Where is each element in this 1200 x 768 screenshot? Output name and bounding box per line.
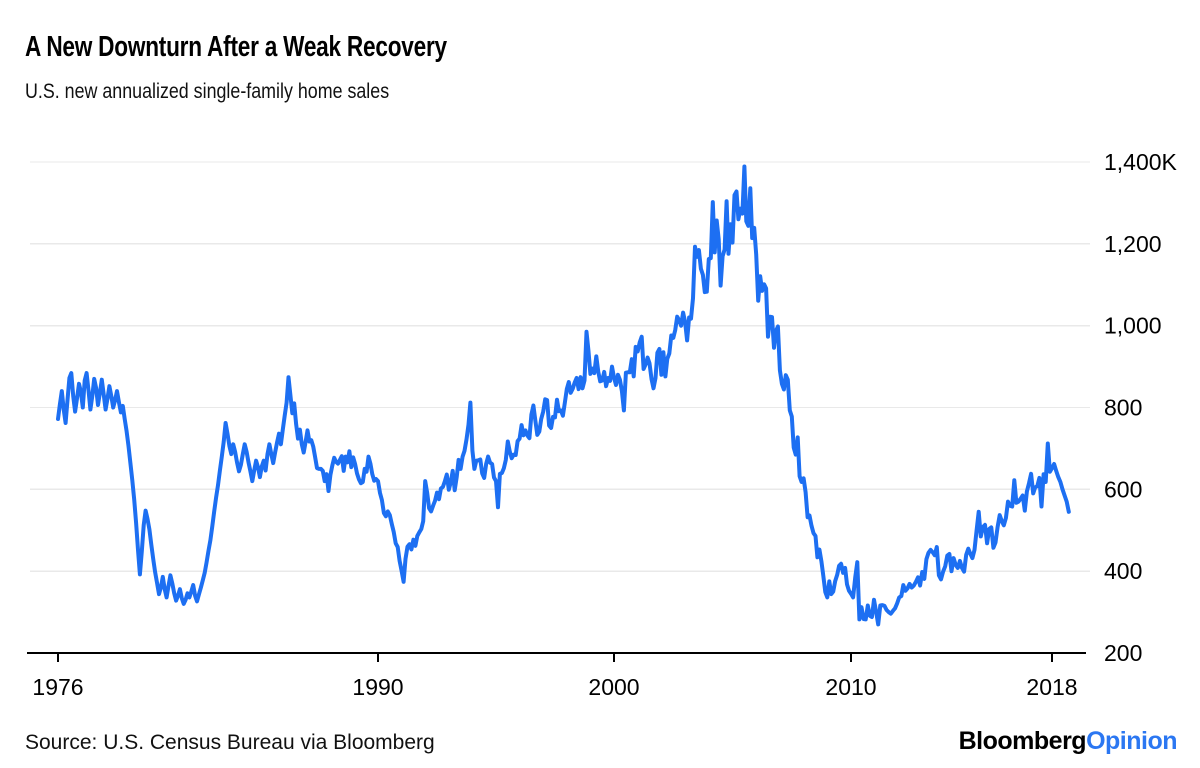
- x-tick-label: 1976: [32, 674, 83, 700]
- x-tick-label: 2010: [825, 674, 876, 700]
- y-tick-label: 800: [1104, 395, 1142, 421]
- page-subtitle: U.S. new annualized single-family home s…: [25, 80, 390, 103]
- y-tick-label: 600: [1104, 476, 1142, 502]
- bloomberg-opinion-logo: BloombergOpinion: [958, 727, 1178, 756]
- x-tick-label: 2000: [588, 674, 639, 700]
- y-tick-label: 1,200: [1104, 231, 1162, 257]
- y-tick-label: 1,000: [1104, 313, 1162, 339]
- y-tick-label: 1,400K: [1104, 149, 1178, 175]
- x-tick-label: 1990: [352, 674, 403, 700]
- source-note: Source: U.S. Census Bureau via Bloomberg: [25, 731, 435, 754]
- brand-opinion: Opinion: [1086, 727, 1177, 755]
- brand-bloomberg: Bloomberg: [958, 727, 1087, 755]
- sales-line-series: [56, 164, 1071, 627]
- x-tick-label: 2018: [1026, 674, 1077, 700]
- y-tick-label: 200: [1104, 640, 1142, 666]
- page-title: A New Downturn After a Weak Recovery: [25, 31, 447, 63]
- y-tick-label: 400: [1104, 558, 1142, 584]
